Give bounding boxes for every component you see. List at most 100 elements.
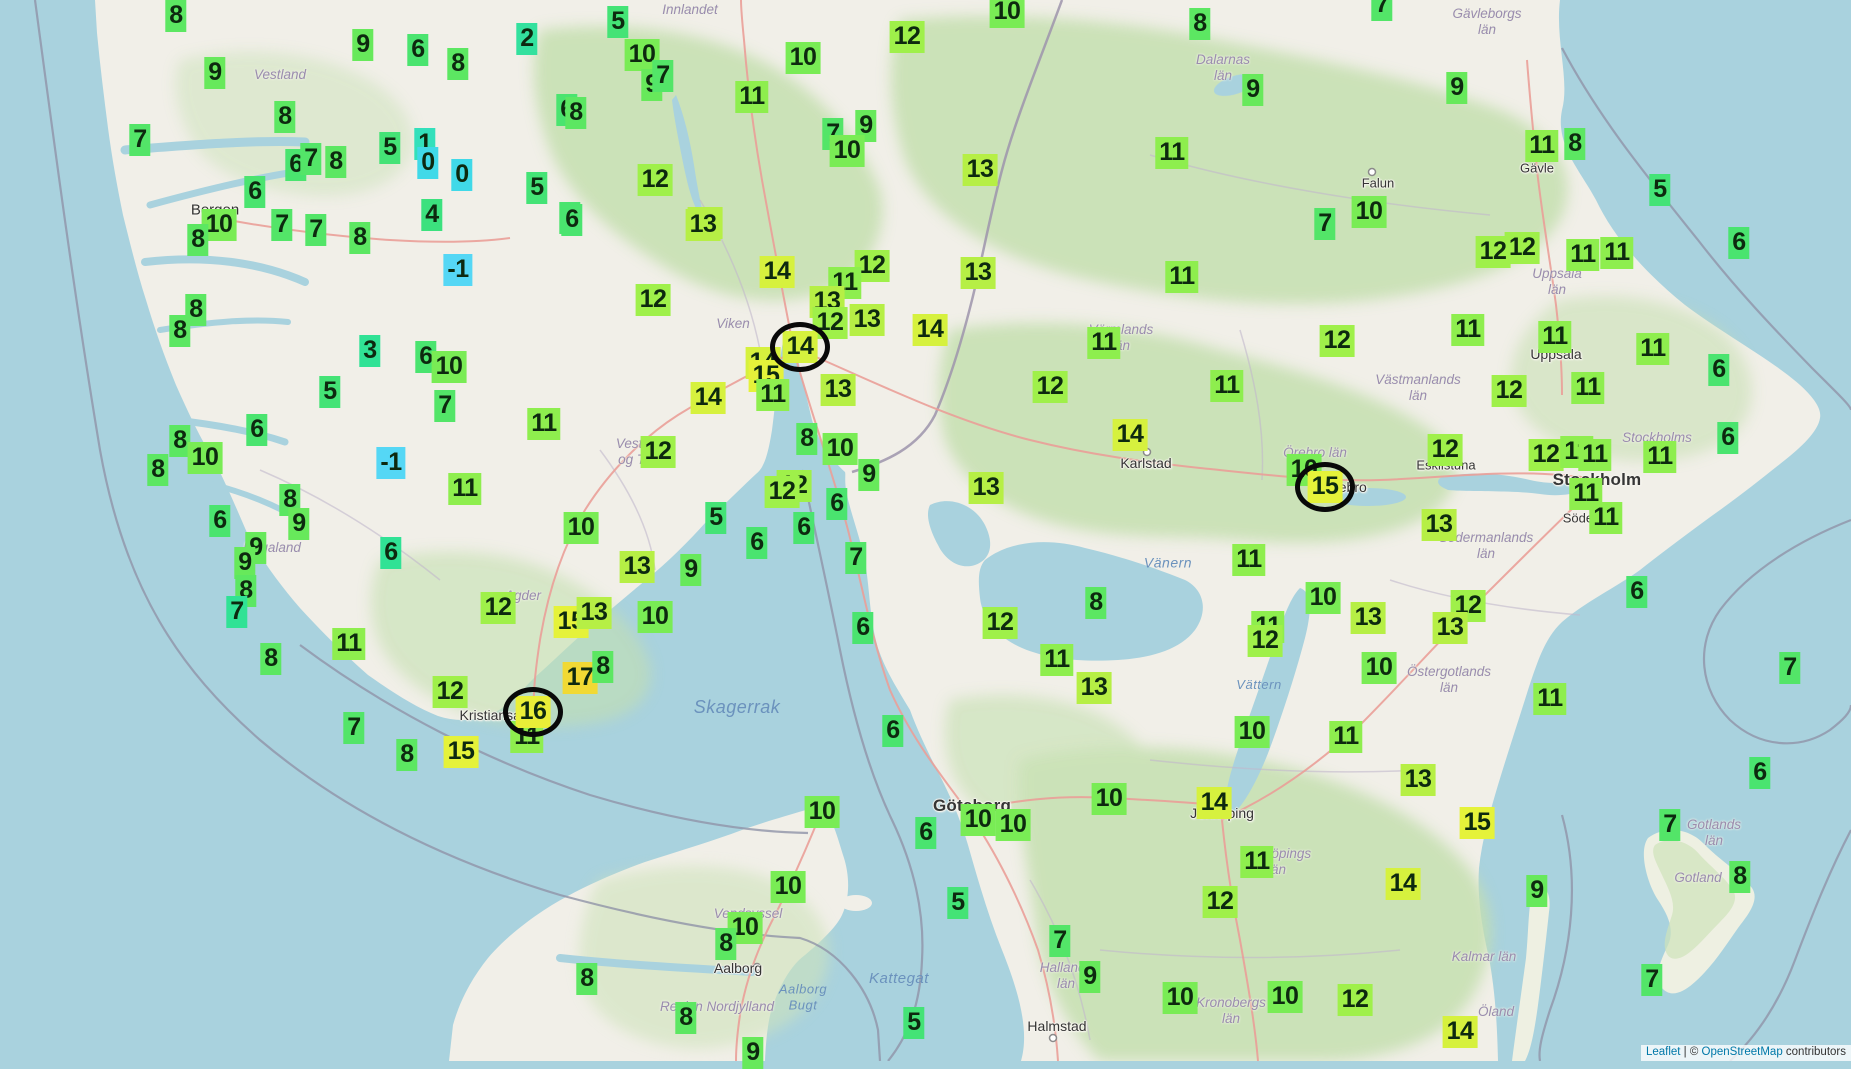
openstreetmap-link[interactable]: OpenStreetMap [1701,1046,1783,1058]
temp-marker[interactable]: 7 [1641,964,1663,996]
temp-marker[interactable]: 6 [852,612,874,644]
temp-marker[interactable]: 7 [226,596,248,628]
temp-marker[interactable]: 8 [576,963,598,995]
temp-marker[interactable]: 11 [735,81,769,113]
temp-marker[interactable]: 10 [1162,982,1198,1014]
temp-marker[interactable]: 8 [169,315,191,347]
temp-marker[interactable]: 9 [1526,875,1548,907]
temp-marker[interactable]: 11 [1451,314,1485,346]
temp-marker[interactable]: 8 [169,425,191,457]
temp-marker[interactable]: 13 [576,597,612,629]
temp-marker[interactable]: 12 [637,164,673,196]
temp-marker[interactable]: 7 [652,60,674,92]
temp-marker[interactable]: 6 [915,817,937,849]
temp-marker[interactable]: 9 [234,547,256,579]
temp-marker[interactable]: 13 [1076,672,1112,704]
temp-marker[interactable]: 8 [1564,128,1586,160]
temp-marker[interactable]: 8 [147,454,169,486]
temp-marker[interactable]: 12 [1337,984,1373,1016]
temp-marker[interactable]: 11 [1240,846,1274,878]
temp-marker[interactable]: 10 [960,804,996,836]
temp-marker[interactable]: 13 [968,472,1004,504]
temp-marker[interactable]: 10 [563,512,599,544]
temp-marker[interactable]: 7 [343,712,365,744]
temp-marker[interactable]: 5 [607,6,629,38]
temp-marker[interactable]: 14 [1385,868,1421,900]
temp-marker[interactable]: 11 [1232,544,1266,576]
temp-marker[interactable]: 8 [274,101,296,133]
temp-marker[interactable]: 8 [349,222,371,254]
temp-marker[interactable]: 10 [995,809,1031,841]
temp-marker[interactable]: 8 [565,97,587,129]
temp-marker[interactable]: 11 [1566,239,1600,271]
temp-marker[interactable]: 7 [305,214,327,246]
temp-marker[interactable]: 9 [1446,72,1468,104]
temp-marker[interactable]: 13 [960,257,996,289]
temp-marker[interactable]: 6 [1749,757,1771,789]
temp-marker[interactable]: 9 [1242,74,1264,106]
temp-marker[interactable]: 6 [1626,576,1648,608]
temp-marker[interactable]: 9 [1079,961,1101,993]
temp-marker[interactable]: 9 [204,57,226,89]
temp-marker[interactable]: 13 [962,154,998,186]
temp-marker[interactable]: 13 [1432,612,1468,644]
temp-marker[interactable]: 6 [793,512,815,544]
temp-marker[interactable]: 11 [1589,502,1623,534]
temp-marker[interactable]: 17 [562,662,598,694]
temp-marker[interactable]: 2 [516,23,538,55]
temp-marker[interactable]: 8 [1085,587,1107,619]
temp-marker[interactable]: 12 [1475,236,1511,268]
temp-marker[interactable]: 11 [1569,478,1603,510]
temp-marker[interactable]: 12 [635,284,671,316]
temp-marker[interactable]: 8 [165,0,187,32]
temp-marker[interactable]: 6 [826,488,848,520]
temp-marker[interactable]: 6 [209,505,231,537]
temp-marker[interactable]: 10 [637,601,673,633]
temp-marker[interactable]: 5 [526,172,548,204]
temp-marker[interactable]: 14 [1196,787,1232,819]
temp-marker[interactable]: 9 [680,554,702,586]
temp-marker[interactable]: 9 [858,459,880,491]
temp-marker[interactable]: 10 [1234,716,1270,748]
temp-marker[interactable]: 12 [432,676,468,708]
temp-marker[interactable]: 6 [561,204,583,236]
leaflet-link[interactable]: Leaflet [1645,1046,1681,1058]
temp-marker[interactable]: 6 [380,537,402,569]
temp-marker[interactable]: 12 [1032,371,1068,403]
temp-marker[interactable]: 11 [1087,327,1121,359]
temp-marker[interactable]: 14 [1112,419,1148,451]
temp-marker[interactable]: 7 [1314,208,1336,240]
temp-marker[interactable]: 8 [187,224,209,256]
temp-marker[interactable]: 7 [845,542,867,574]
temp-marker[interactable]: 11 [1165,261,1199,293]
temp-marker[interactable]: 6 [244,176,266,208]
temp-marker[interactable]: 10 [822,433,858,465]
temp-marker[interactable]: 10 [829,135,865,167]
temp-marker[interactable]: -1 [376,447,406,479]
temp-marker[interactable]: 0 [417,147,439,179]
temp-marker[interactable]: 10 [1267,981,1303,1013]
temp-marker[interactable]: 8 [1729,861,1751,893]
temp-marker[interactable]: 8 [325,146,347,178]
temp-marker[interactable]: 0 [451,159,473,191]
temp-marker[interactable]: 11 [1155,137,1189,169]
temp-marker[interactable]: 12 [982,607,1018,639]
temp-marker[interactable]: 11 [1578,439,1612,471]
temp-marker[interactable]: 10 [1305,582,1341,614]
temp-marker[interactable]: 11 [1525,130,1559,162]
temp-marker[interactable]: 9 [855,110,877,142]
temp-marker[interactable]: 12 [812,307,848,339]
temp-marker[interactable]: 5 [903,1007,925,1039]
temp-marker[interactable]: 8 [260,643,282,675]
temp-marker[interactable]: 12 [1450,590,1486,622]
temp-marker[interactable]: 14 [1442,1016,1478,1048]
temp-marker[interactable]: 10 [770,871,806,903]
temp-marker[interactable]: 11 [332,628,366,660]
temp-marker[interactable]: 5 [379,132,401,164]
temp-marker[interactable]: 5 [1649,174,1671,206]
temp-marker[interactable]: 4 [421,199,443,231]
temp-marker[interactable]: 6 [407,34,429,66]
temp-marker[interactable]: 10 [989,0,1025,28]
temp-marker[interactable]: 13 [849,304,885,336]
temp-marker[interactable]: 11 [1533,683,1567,715]
